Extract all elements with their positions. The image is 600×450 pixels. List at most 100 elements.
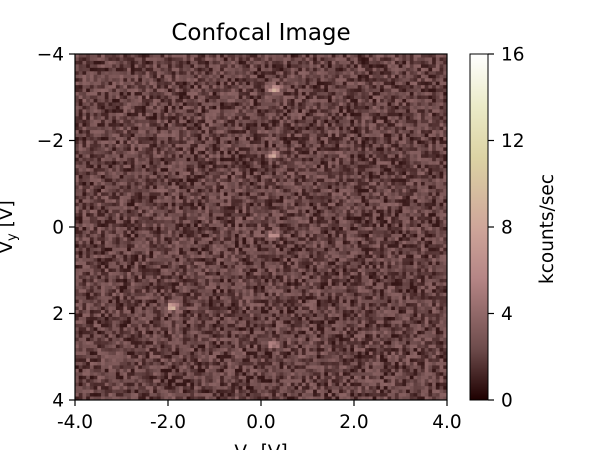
heatmap-cell bbox=[372, 188, 377, 193]
heatmap-cell bbox=[208, 182, 214, 186]
heatmap-cell bbox=[372, 147, 377, 152]
heatmap-cell bbox=[156, 199, 161, 204]
heatmap-cell bbox=[417, 71, 422, 76]
heatmap-cell bbox=[108, 130, 113, 134]
heatmap-cell bbox=[101, 213, 106, 218]
heatmap-cell bbox=[354, 130, 359, 134]
heatmap-cell bbox=[301, 140, 307, 145]
heatmap-cell bbox=[194, 164, 199, 169]
heatmap-cell bbox=[272, 182, 277, 186]
heatmap-cell bbox=[149, 185, 154, 190]
heatmap-cell bbox=[82, 195, 87, 200]
heatmap-cell bbox=[361, 116, 366, 121]
heatmap-cell bbox=[220, 116, 225, 121]
heatmap-cell bbox=[171, 67, 176, 72]
heatmap-cell bbox=[409, 109, 414, 114]
heatmap-cell bbox=[283, 60, 288, 65]
heatmap-cell bbox=[138, 192, 143, 197]
heatmap-cell bbox=[86, 185, 91, 190]
heatmap-cell bbox=[264, 154, 269, 159]
heatmap-cell bbox=[246, 60, 251, 65]
heatmap-cell bbox=[138, 143, 143, 148]
heatmap-cell bbox=[435, 81, 440, 86]
heatmap-cell bbox=[391, 154, 396, 159]
heatmap-cell bbox=[443, 130, 448, 134]
heatmap-cell bbox=[424, 67, 429, 72]
heatmap-cell bbox=[406, 143, 411, 148]
heatmap-cell bbox=[75, 92, 80, 96]
heatmap-cell bbox=[89, 78, 94, 83]
heatmap-cell bbox=[242, 102, 247, 107]
heatmap-cell bbox=[313, 81, 318, 86]
heatmap-cell bbox=[119, 112, 124, 117]
heatmap-cell bbox=[246, 192, 251, 197]
heatmap-cell bbox=[357, 67, 362, 72]
heatmap-cell bbox=[234, 130, 240, 134]
heatmap-cell bbox=[86, 147, 91, 152]
heatmap-cell bbox=[112, 220, 117, 224]
heatmap-cell bbox=[182, 123, 187, 128]
heatmap-cell bbox=[327, 154, 333, 159]
heatmap-cell bbox=[313, 161, 318, 166]
heatmap-cell bbox=[108, 154, 113, 159]
heatmap-cell bbox=[331, 116, 336, 121]
heatmap-cell bbox=[331, 140, 336, 145]
heatmap-cell bbox=[86, 220, 91, 224]
heatmap-cell bbox=[428, 105, 433, 110]
heatmap-cell bbox=[168, 175, 173, 179]
heatmap-cell bbox=[435, 154, 440, 159]
heatmap-cell bbox=[216, 123, 221, 128]
heatmap-cell bbox=[335, 188, 340, 193]
heatmap-cell bbox=[327, 123, 333, 128]
heatmap-cell bbox=[279, 109, 284, 114]
heatmap-cell bbox=[264, 213, 269, 218]
heatmap-cell bbox=[190, 57, 195, 62]
heatmap-cell bbox=[443, 133, 448, 138]
heatmap-cell bbox=[342, 195, 347, 200]
heatmap-cell bbox=[309, 112, 314, 117]
heatmap-cell bbox=[227, 206, 232, 211]
heatmap-cell bbox=[402, 168, 407, 173]
heatmap-cell bbox=[119, 119, 124, 124]
heatmap-cell bbox=[327, 206, 333, 211]
heatmap-cell bbox=[249, 54, 254, 58]
heatmap-cell bbox=[383, 112, 388, 117]
heatmap-cell bbox=[420, 130, 426, 134]
heatmap-cell bbox=[335, 126, 340, 131]
heatmap-cell bbox=[127, 147, 132, 152]
heatmap-cell bbox=[197, 171, 202, 176]
heatmap-cell bbox=[108, 137, 113, 141]
heatmap-cell bbox=[112, 195, 117, 200]
heatmap-cell bbox=[82, 209, 87, 214]
heatmap-cell bbox=[182, 67, 187, 72]
heatmap-cell bbox=[149, 188, 154, 193]
heatmap-cell bbox=[424, 171, 429, 176]
heatmap-cell bbox=[409, 140, 414, 145]
heatmap-cell bbox=[101, 137, 106, 141]
heatmap-cell bbox=[153, 60, 158, 65]
heatmap-cell bbox=[413, 137, 418, 141]
heatmap-cell bbox=[327, 102, 333, 107]
heatmap-cell bbox=[134, 150, 139, 155]
heatmap-cell bbox=[153, 140, 158, 145]
heatmap-cell bbox=[249, 137, 254, 141]
heatmap-cell bbox=[339, 92, 344, 96]
heatmap-cell bbox=[357, 78, 362, 83]
heatmap-cell bbox=[149, 112, 154, 117]
heatmap-cell bbox=[290, 209, 295, 214]
heatmap-cell bbox=[153, 147, 158, 152]
heatmap-cell bbox=[272, 213, 277, 218]
heatmap-cell bbox=[383, 175, 388, 179]
heatmap-cell bbox=[123, 85, 128, 89]
heatmap-cell bbox=[313, 60, 318, 65]
heatmap-cell bbox=[149, 157, 154, 162]
heatmap-cell bbox=[309, 178, 314, 183]
heatmap-cell bbox=[249, 188, 254, 193]
heatmap-cell bbox=[368, 133, 373, 138]
heatmap-cell bbox=[160, 161, 165, 166]
heatmap-cell bbox=[391, 137, 396, 141]
heatmap-cell bbox=[101, 154, 106, 159]
heatmap-cell bbox=[432, 147, 437, 152]
heatmap-cell bbox=[316, 126, 321, 131]
heatmap-cell bbox=[372, 126, 377, 131]
